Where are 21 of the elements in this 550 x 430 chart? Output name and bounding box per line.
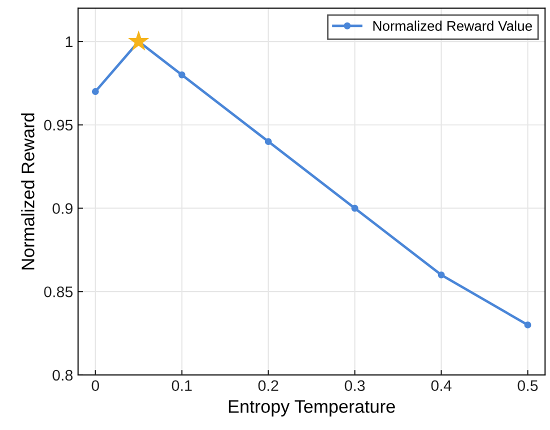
point xyxy=(524,321,532,328)
x-tick-label: 0.4 xyxy=(431,380,452,392)
y-tick-label: 0.8 xyxy=(52,370,73,381)
x-tick-label: 0.5 xyxy=(518,380,538,392)
point xyxy=(178,71,186,78)
y-tick-label: 1 xyxy=(66,36,72,48)
x-tick-label: 0 xyxy=(92,380,100,392)
point xyxy=(128,30,150,51)
point xyxy=(351,204,358,212)
y-tick-label: 0.9 xyxy=(52,203,73,214)
x-tick-label: 0.2 xyxy=(258,380,278,392)
x-tick-label: 0.3 xyxy=(344,380,365,392)
x-axis-title: Entropy Temperature xyxy=(228,400,395,416)
point xyxy=(264,138,272,146)
y-tick-label: 0.85 xyxy=(44,286,73,298)
x-tick-label: 0.1 xyxy=(172,380,192,392)
point xyxy=(92,88,99,96)
point xyxy=(438,271,445,278)
y-tick-label: 0.95 xyxy=(44,120,73,131)
legend-label: Normalized Reward Value xyxy=(373,20,532,31)
y-axis-title: Normalized Reward xyxy=(21,113,34,270)
